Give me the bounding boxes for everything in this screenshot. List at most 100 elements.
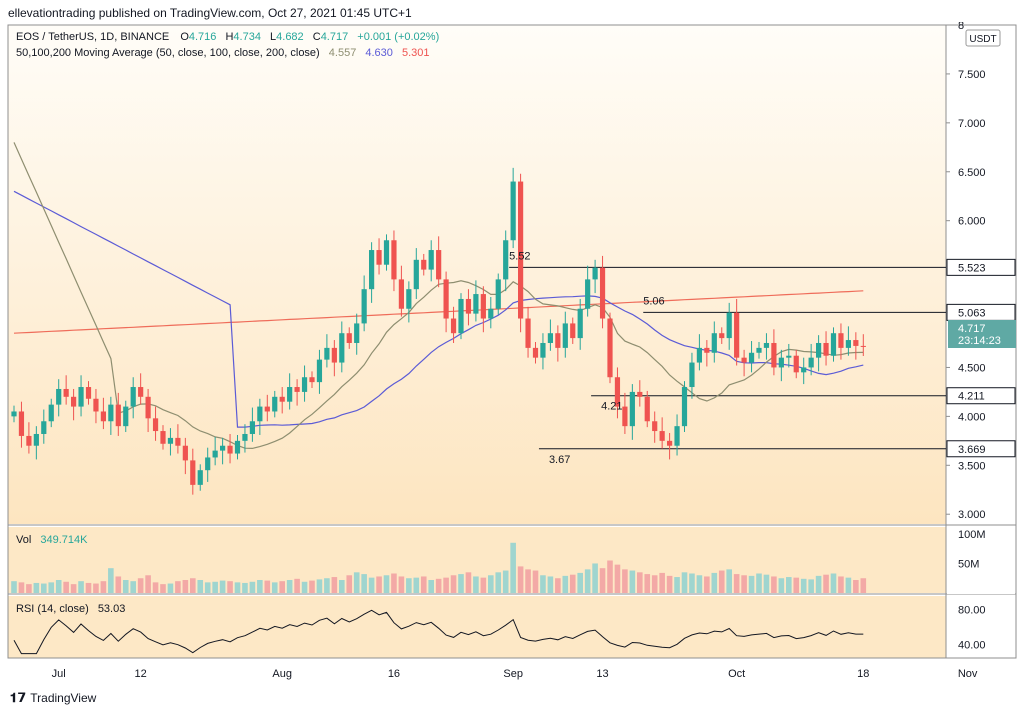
footer-brand: 𝟏𝟳 TradingView <box>10 690 96 706</box>
volume-bar <box>100 581 107 593</box>
candle-body <box>577 308 583 339</box>
candle-body <box>711 333 717 353</box>
volume-bar <box>532 570 539 593</box>
candle-body <box>56 388 62 405</box>
candle-body <box>33 433 39 446</box>
volume-bar <box>763 574 770 593</box>
candle-body <box>190 460 196 485</box>
volume-bar <box>257 580 263 593</box>
level-axis-label: 3.669 <box>958 444 986 456</box>
volume-bar <box>547 576 554 593</box>
volume-bar <box>815 575 822 593</box>
candle-body <box>778 357 784 368</box>
level-axis-tag <box>946 440 1016 458</box>
level-note: 5.06 <box>643 295 664 307</box>
time-axis-label: Oct <box>728 668 745 680</box>
level-note: 3.67 <box>549 454 570 466</box>
volume-bar <box>55 580 62 593</box>
volume-bar <box>316 579 323 593</box>
candle-body <box>473 294 479 314</box>
candle-body <box>525 318 531 348</box>
volume-axis-bg <box>947 526 1015 594</box>
candle-body <box>629 391 635 427</box>
volume-bar <box>443 577 449 593</box>
legend-close-label: C <box>313 31 321 43</box>
rsi-path <box>13 609 864 655</box>
candle-body <box>644 396 650 422</box>
volume-bar <box>70 584 77 593</box>
legend-high: 4.734 <box>233 31 261 43</box>
candle-body <box>555 333 561 348</box>
volume-bar <box>219 580 226 593</box>
volume-bar <box>346 575 353 593</box>
price-tag-value: 4.717 <box>958 323 986 335</box>
candle-body <box>458 298 464 334</box>
candle-body <box>354 323 360 343</box>
candle-body <box>361 289 367 324</box>
candle-body <box>756 347 762 353</box>
rsi-axis-label: 40.00 <box>958 640 986 652</box>
volume-bar <box>800 578 807 593</box>
legend-line-1: EOS / TetherUS, 1D, BINANCE O4.716 H4.73… <box>16 31 439 43</box>
volume-bar <box>502 570 509 593</box>
price-axis-label: 8 <box>958 22 964 32</box>
volume-bar <box>786 577 792 593</box>
volume-bar <box>197 580 204 593</box>
volume-bar <box>130 581 136 593</box>
volume-bar <box>666 575 673 593</box>
candle-body <box>63 388 69 397</box>
candle-body <box>108 404 114 422</box>
rsi-panel-bg <box>8 596 946 658</box>
candle-body <box>294 387 300 392</box>
volume-bar <box>711 572 718 593</box>
ma100-line <box>13 190 864 428</box>
volume-bar <box>93 583 99 593</box>
volume-bar <box>279 581 285 593</box>
volume-bar <box>376 576 382 593</box>
candle-body <box>249 421 255 434</box>
volume-bar <box>383 575 390 593</box>
candle-body <box>413 259 419 290</box>
volume-bar <box>339 580 345 593</box>
candle-body <box>667 440 673 446</box>
candle-body <box>726 312 732 339</box>
candle-body <box>324 347 330 360</box>
volume-bar <box>78 581 84 593</box>
volume-bar <box>838 576 844 593</box>
volume-bar <box>793 577 800 593</box>
volume-bar <box>525 569 531 593</box>
volume-bar <box>234 582 241 593</box>
time-axis-label: 16 <box>388 668 400 680</box>
candle-body <box>495 279 501 309</box>
volume-bar <box>823 574 829 593</box>
price-axis-label: 4.000 <box>958 411 986 423</box>
price-axis-label: 7.500 <box>958 69 986 81</box>
price-axis-label: 3.500 <box>958 460 986 472</box>
currency-badge[interactable] <box>965 29 1001 47</box>
candle-body <box>369 250 375 290</box>
volume-bar <box>160 584 166 593</box>
volume-bar <box>473 576 479 593</box>
chart-area: 87.5007.0006.5006.0005.5005.0004.5004.00… <box>7 22 1017 680</box>
candle-body <box>212 450 218 458</box>
price-axis-label: 6.500 <box>958 167 986 179</box>
candle-body <box>443 279 449 319</box>
ma-legend-title: 50,100,200 Moving Average (50, close, 10… <box>16 47 320 59</box>
time-axis-label: 13 <box>596 668 608 680</box>
candle-body <box>689 362 695 388</box>
volume-axis-label: 50M <box>958 558 979 570</box>
volume-bar <box>212 581 218 593</box>
candle-body <box>532 347 539 358</box>
candle-body <box>421 259 427 270</box>
candle-body <box>301 377 308 392</box>
price-axis-label: 3.000 <box>958 509 986 521</box>
volume-bar <box>122 580 129 593</box>
candle-body <box>205 457 211 471</box>
volume-bar <box>659 572 665 593</box>
volume-bar <box>18 582 25 593</box>
candle-body <box>182 445 188 461</box>
volume-bar <box>26 584 32 593</box>
time-axis-label: 12 <box>135 668 147 680</box>
candle-body <box>659 431 665 441</box>
volume-bar <box>555 578 561 593</box>
